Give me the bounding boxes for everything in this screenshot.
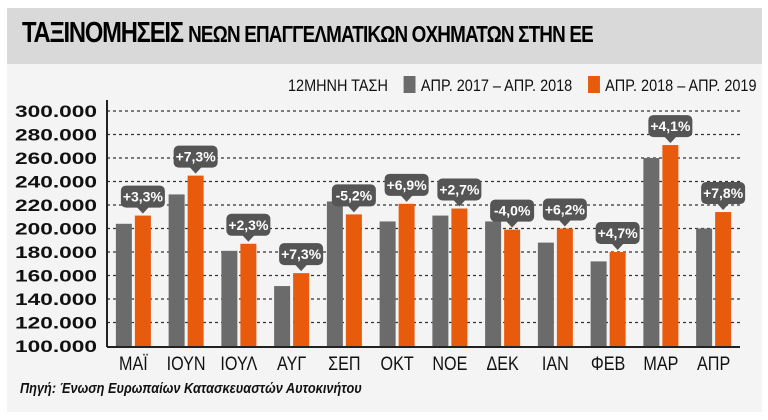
bar-2017 (274, 286, 291, 346)
annotation-label: -5,2% (336, 187, 373, 203)
annotation-pointer (400, 195, 413, 202)
legend-title: 12ΜΗΝΗ ΤΑΣΗ (288, 76, 388, 95)
bar-2018 (134, 215, 151, 346)
title-sub: ΝΕΩΝ ΕΠΑΓΓΕΛΜΑΤΙΚΩΝ ΟΧΗΜΑΤΩΝ ΣΤΗΝ ΕΕ (188, 21, 594, 47)
annotation-pointer (453, 200, 466, 207)
bar-2018 (345, 214, 362, 346)
x-tick-label: ΝΟΕ (432, 353, 467, 375)
bar-2017 (221, 250, 238, 346)
y-tick-label: 140.000 (15, 290, 97, 309)
annotation-pointer (506, 221, 519, 228)
annotation-bubble (542, 198, 587, 221)
bar-2017 (537, 242, 554, 346)
x-tick-label: ΑΠΡ (697, 353, 730, 375)
bar-2018 (451, 208, 468, 346)
title-bar (7, 8, 762, 64)
annotation-pointer (189, 167, 202, 174)
bar-2018 (556, 228, 573, 346)
bar-2017 (168, 194, 185, 346)
bar-2018 (662, 145, 679, 346)
y-tick-label: 280.000 (15, 126, 97, 145)
annotation-pointer (664, 136, 677, 144)
annotation-label: +4,1% (650, 118, 691, 134)
annotation-bubble (648, 115, 693, 138)
bar-2017 (643, 158, 660, 346)
x-tick-label: ΦΕΒ (591, 353, 625, 375)
chart-title: ΤΑΞΙΝΟΜΗΣΕΙΣ ΝΕΩΝ ΕΠΑΓΓΕΛΜΑΤΙΚΩΝ ΟΧΗΜΑΤΩ… (22, 17, 594, 50)
annotation-bubble (384, 173, 429, 196)
x-tick-label: ΟΚΤ (381, 353, 414, 375)
source-note: Πηγή: Ένωση Ευρωπαίων Κατασκευαστών Αυτο… (20, 380, 362, 397)
annotation-label: -4,0% (494, 203, 531, 219)
y-tick-label: 160.000 (15, 267, 97, 286)
y-tick-label: 240.000 (15, 173, 97, 192)
y-tick-label: 220.000 (15, 196, 97, 215)
y-tick-label: 260.000 (15, 149, 97, 168)
legend-label-2017: ΑΠΡ. 2017 – ΑΠΡ. 2018 (420, 76, 573, 95)
bar-2017 (696, 228, 713, 346)
bar-2018 (293, 273, 310, 346)
annotation-label: +4,7% (598, 225, 639, 241)
bar-2018 (240, 243, 257, 346)
annotation-bubble (490, 199, 535, 222)
x-tick-label: ΔΕΚ (486, 353, 519, 375)
x-tick-label: ΜΑΪ (119, 353, 148, 375)
annotation-label: +7,8% (703, 185, 744, 201)
bar-2018 (715, 212, 732, 346)
legend: 12ΜΗΝΗ ΤΑΣΗ ΑΠΡ. 2017 – ΑΠΡ. 2018 ΑΠΡ. 2… (288, 76, 756, 96)
y-tick-label: 120.000 (15, 314, 97, 333)
bar-2018 (398, 203, 415, 346)
legend-label-2018: ΑΠΡ. 2018 – ΑΠΡ. 2019 (605, 76, 757, 95)
x-tick-label: ΙΑΝ (542, 353, 569, 375)
annotation-bubble (173, 145, 218, 168)
annotation-pointer (611, 243, 624, 250)
x-tick-label: ΣΕΠ (328, 353, 360, 375)
x-tick-label: ΙΟΥΝ (167, 353, 206, 375)
annotation-pointer (717, 203, 730, 211)
y-tick-label: 200.000 (15, 220, 97, 239)
annotation-label: +6,9% (387, 177, 428, 193)
x-tick-label: ΜΑΡ (643, 353, 678, 375)
bar-2017 (379, 221, 396, 346)
annotation-bubble (279, 243, 324, 266)
annotation-pointer (558, 220, 571, 227)
annotation-bubble (701, 182, 746, 205)
annotation-label: +2,3% (228, 217, 269, 233)
annotation-pointer (347, 205, 360, 213)
annotation-bubble (595, 222, 640, 244)
x-tick-label: ΙΟΥΛ (220, 353, 257, 375)
annotation-bubble (437, 178, 482, 201)
annotation-label: +7,3% (281, 246, 322, 262)
bar-2018 (609, 252, 626, 346)
bar-2017 (432, 215, 449, 346)
bar-2017 (485, 221, 502, 346)
bar-2017 (115, 223, 132, 346)
annotation-bubble (226, 213, 271, 236)
annotation-pointer (136, 207, 149, 214)
annotation-pointer (295, 264, 308, 272)
annotation-label: +3,3% (123, 189, 164, 205)
bar-2017 (590, 261, 607, 346)
x-tick-label: ΑΥΓ (277, 353, 306, 375)
legend-swatch-2017 (403, 76, 416, 93)
bar-2018 (187, 175, 204, 346)
y-tick-label: 100.000 (15, 337, 97, 356)
bar-2017 (326, 201, 343, 346)
annotation-label: +2,7% (439, 182, 480, 198)
bar-2018 (504, 229, 521, 346)
annotation-pointer (242, 235, 255, 242)
legend-swatch-2018 (588, 76, 601, 93)
title-main: ΤΑΞΙΝΟΜΗΣΕΙΣ (22, 17, 184, 49)
annotation-label: +6,2% (545, 202, 586, 218)
annotation-bubble (331, 184, 376, 207)
y-tick-label: 300.000 (15, 102, 97, 121)
annotation-bubble (120, 185, 165, 208)
y-tick-label: 180.000 (15, 243, 97, 262)
annotation-label: +7,3% (176, 149, 217, 165)
